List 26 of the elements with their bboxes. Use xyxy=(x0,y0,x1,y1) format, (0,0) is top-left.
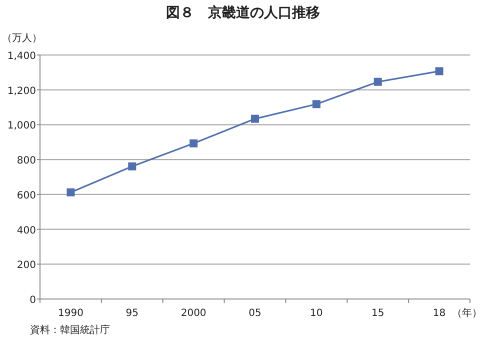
x-tick-label: 15 xyxy=(371,308,384,319)
y-tick-label: 1,200 xyxy=(7,86,36,97)
x-tick-label: 1990 xyxy=(58,308,84,319)
point xyxy=(312,100,320,108)
point xyxy=(190,139,198,148)
y-tick-label: 800 xyxy=(16,156,36,167)
chart-title: 図８ 京畿道の人口推移 xyxy=(166,4,320,21)
y-tick-label: 200 xyxy=(16,260,36,272)
y-axis-title: （万人） xyxy=(2,33,42,44)
text: 資料：韓国統計庁 xyxy=(30,324,110,336)
x-tick-label: 10 xyxy=(310,308,323,319)
y-tick-label: 600 xyxy=(16,190,36,202)
y-tick-label: 1,000 xyxy=(7,120,36,132)
point xyxy=(128,162,136,170)
point xyxy=(435,67,444,76)
x-tick-label: 2000 xyxy=(180,308,206,319)
y-tick-label: 0 xyxy=(30,295,36,306)
x-axis-title: （年） xyxy=(452,307,482,319)
y-tick-label: 400 xyxy=(16,225,36,236)
x-tick-label: 18 xyxy=(432,308,446,319)
x-tick-label: 95 xyxy=(126,308,139,319)
point xyxy=(374,78,382,86)
y-tick-label: 1,400 xyxy=(7,51,36,62)
point xyxy=(251,114,259,123)
point xyxy=(66,188,75,196)
x-tick-label: 05 xyxy=(248,308,262,319)
